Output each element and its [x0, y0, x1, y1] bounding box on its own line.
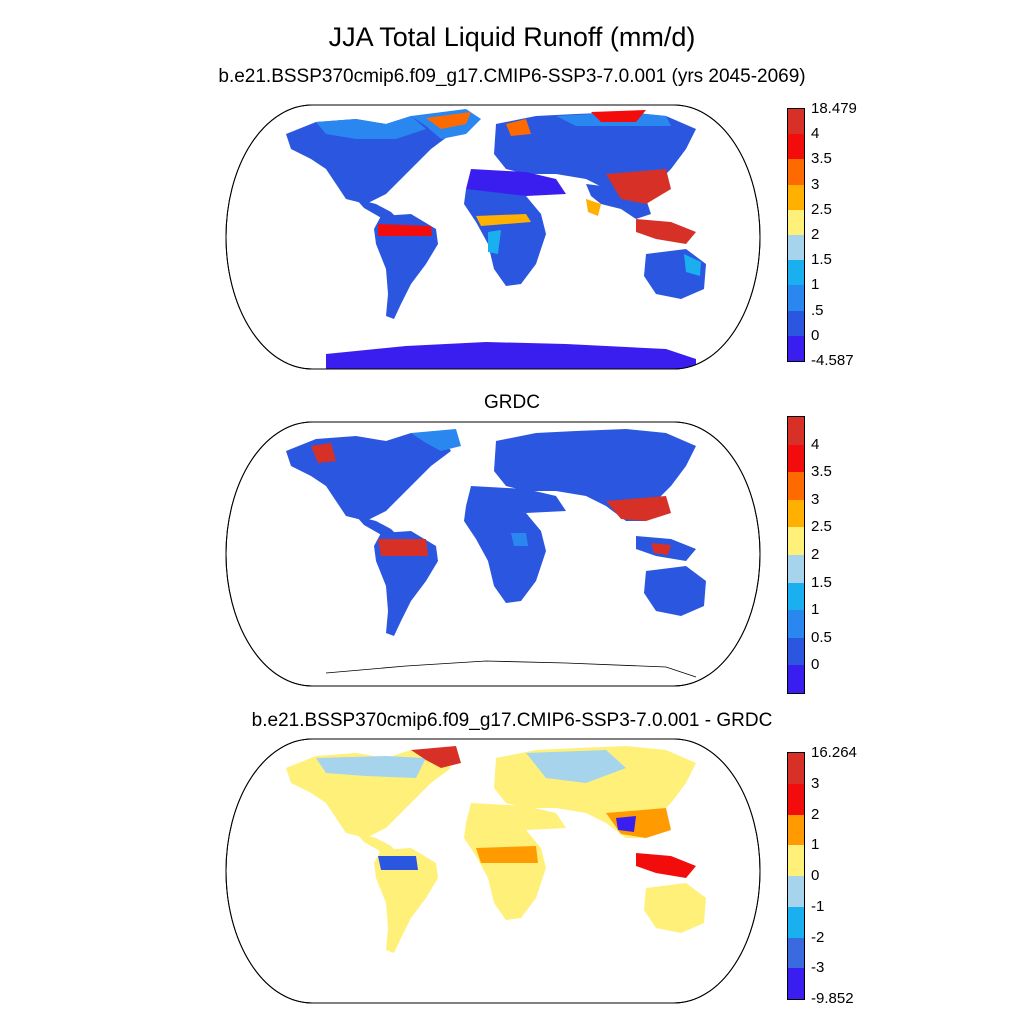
colorbar-tick-label: 3.5	[811, 463, 832, 481]
colorbar-3	[787, 752, 805, 1000]
colorbar-tick-label: 16.264	[811, 744, 857, 761]
colorbar-tick-label: 1	[811, 276, 820, 294]
colorbar-swatch	[788, 937, 804, 969]
colorbar-1	[787, 108, 805, 362]
colorbar-swatch	[788, 968, 804, 999]
colorbar-swatch	[788, 209, 804, 235]
colorbar-tick-label: 1	[811, 836, 820, 854]
colorbar-tick-label: 2	[811, 226, 820, 243]
colorbar-tick-label: 2.5	[811, 518, 832, 536]
colorbar-tick-label: 3	[811, 175, 820, 193]
colorbar-swatch	[788, 184, 804, 210]
colorbar-swatch	[788, 335, 804, 361]
colorbar-tick-label: 2	[811, 546, 820, 563]
colorbar-swatch	[788, 554, 804, 583]
colorbar-tick-label: 4	[811, 125, 820, 143]
panel-1-title: b.e21.BSSP370cmip6.f09_g17.CMIP6-SSP3-7.…	[218, 66, 806, 87]
map-future-runoff	[225, 104, 761, 370]
colorbar-swatch	[788, 637, 804, 666]
colorbar-swatch	[788, 285, 804, 311]
colorbar-tick-label: 2	[811, 805, 820, 823]
land-fields	[286, 429, 706, 636]
panel-2-title: GRDC	[484, 392, 540, 413]
colorbar-tick-label: 0.5	[811, 628, 832, 646]
colorbar-tick-label: 1	[811, 601, 820, 619]
colorbar-swatch	[788, 310, 804, 336]
land-fields	[286, 746, 706, 953]
colorbar-tick-label: 1.5	[811, 251, 832, 269]
colorbar-swatch	[788, 753, 804, 784]
colorbar-tick-label: -4.587	[811, 352, 854, 369]
colorbar-swatch	[788, 109, 804, 135]
colorbar-swatch	[788, 444, 804, 473]
colorbar-swatch	[788, 783, 804, 815]
colorbar-swatch	[788, 582, 804, 611]
colorbar-tick-label: 0	[811, 867, 820, 884]
main-title: JJA Total Liquid Runoff (mm/d)	[328, 22, 696, 52]
colorbar-tick-label: 3	[811, 774, 820, 792]
colorbar-tick-label: -2	[811, 928, 825, 946]
colorbar-swatch	[788, 610, 804, 638]
colorbar-tick-label: -1	[811, 897, 825, 915]
colorbar-swatch	[788, 134, 804, 160]
colorbar-swatch	[788, 159, 804, 185]
colorbar-swatch	[788, 527, 804, 555]
land-fields	[286, 109, 706, 369]
colorbar-tick-label: 0	[811, 326, 820, 344]
colorbar-tick-label: -9.852	[811, 990, 854, 1007]
colorbar-swatch	[788, 665, 804, 693]
colorbar-2	[787, 416, 805, 694]
colorbar-swatch	[788, 472, 804, 500]
colorbar-tick-label: 3	[811, 490, 820, 508]
colorbar-tick-label: 1.5	[811, 573, 832, 591]
colorbar-swatch	[788, 906, 804, 938]
colorbar-swatch	[788, 876, 804, 907]
colorbar-swatch	[788, 234, 804, 261]
map-grdc	[225, 421, 761, 687]
colorbar-tick-label: -3	[811, 959, 825, 977]
colorbar-swatch	[788, 499, 804, 528]
colorbar-tick-label: 3.5	[811, 150, 832, 168]
colorbar-swatch	[788, 417, 804, 445]
colorbar-tick-label: 2.5	[811, 200, 832, 218]
map-difference	[225, 738, 761, 1004]
colorbar-tick-label: 0	[811, 656, 820, 674]
colorbar-tick-label: 18.479	[811, 100, 857, 117]
colorbar-swatch	[788, 814, 804, 846]
colorbar-tick-label: 4	[811, 435, 820, 453]
colorbar-swatch	[788, 845, 804, 876]
panel-3-title: b.e21.BSSP370cmip6.f09_g17.CMIP6-SSP3-7.…	[251, 710, 773, 731]
colorbar-tick-label: .5	[811, 301, 824, 319]
colorbar-swatch	[788, 260, 804, 286]
